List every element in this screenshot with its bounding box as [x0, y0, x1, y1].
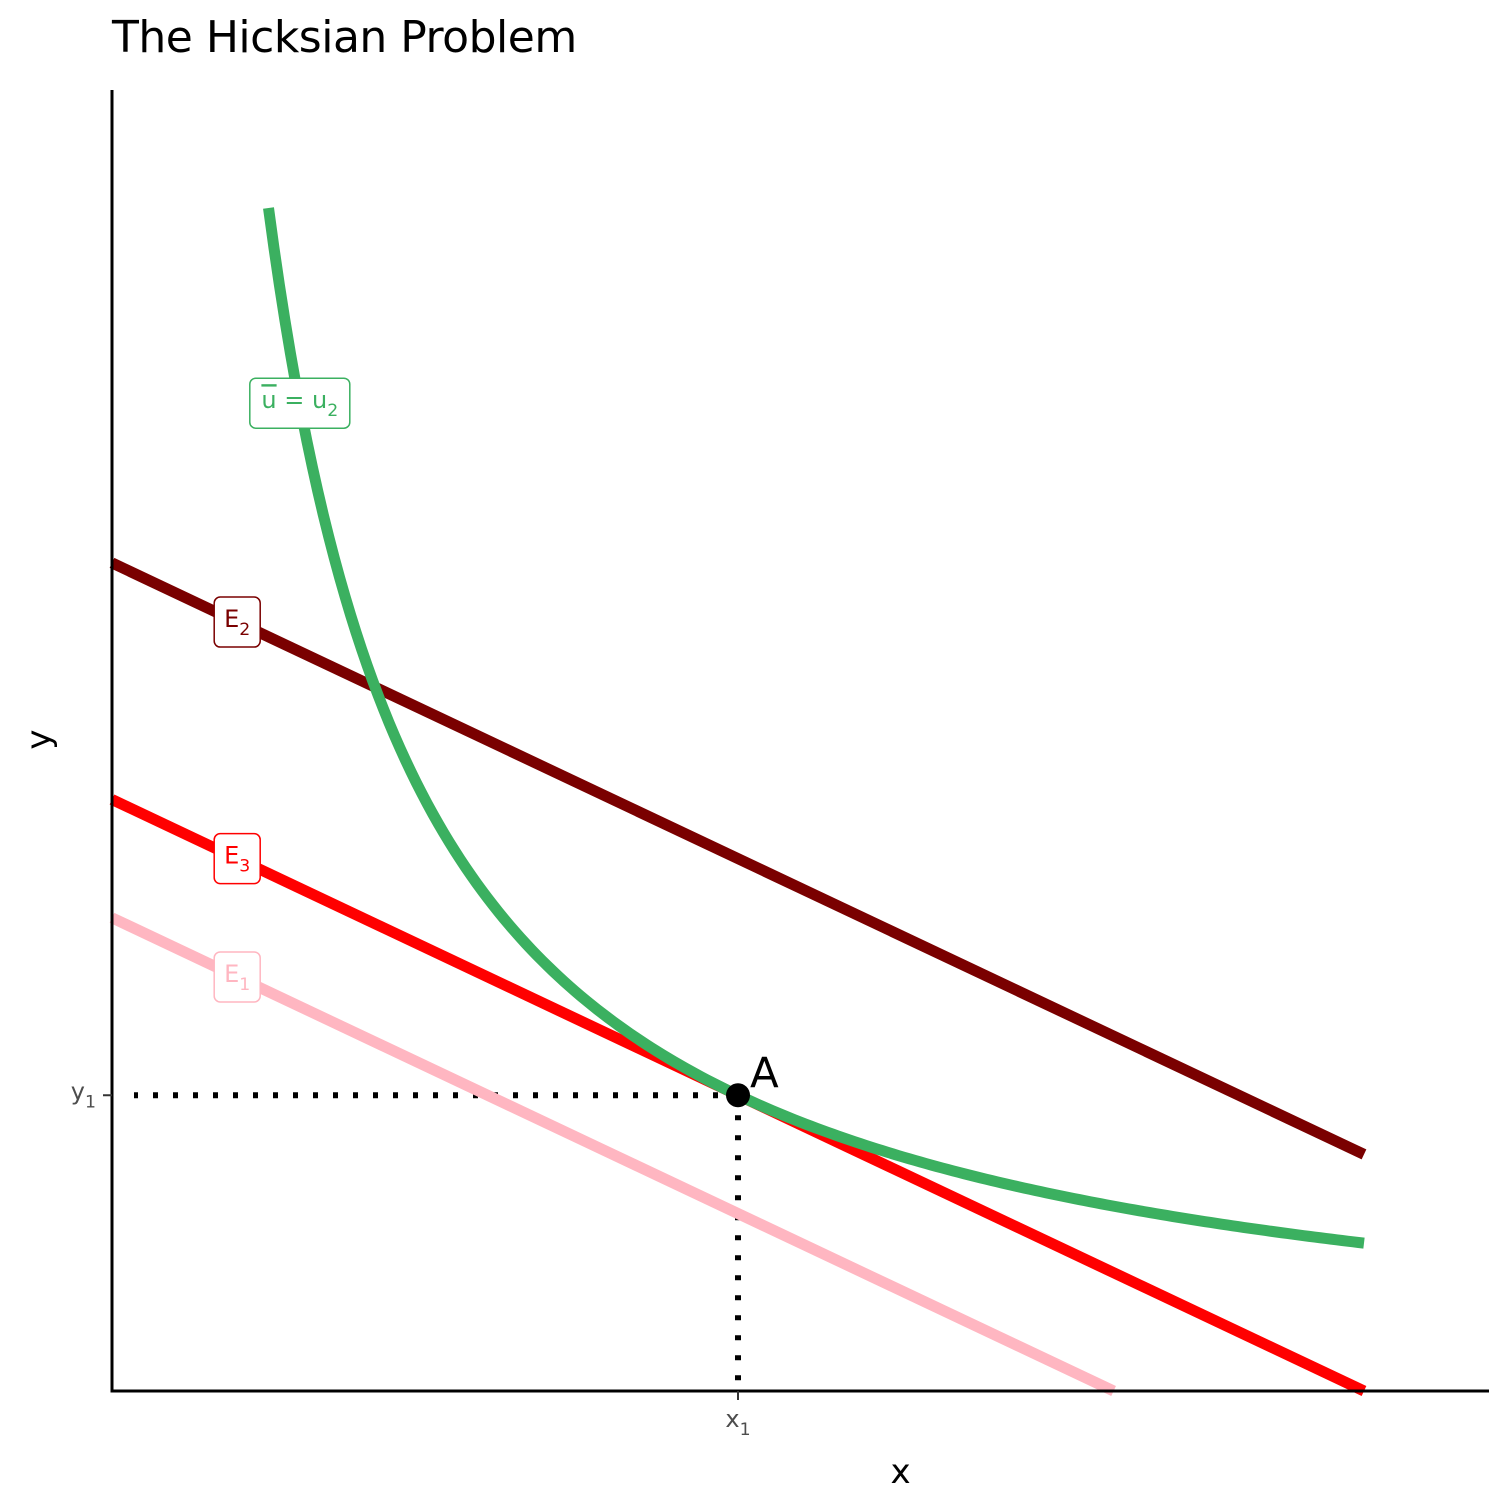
label-layer: u = u2 E2 E3 E1 — [213, 377, 351, 1003]
series-label-box — [213, 596, 261, 648]
axes — [110, 90, 1489, 1393]
series-label: E2 — [224, 605, 250, 640]
series-label: E3 — [224, 842, 250, 877]
series-label-box — [213, 832, 261, 885]
point-a-label: A — [750, 1048, 779, 1097]
x-tick-label: x1 — [725, 1405, 750, 1440]
series-label-box — [213, 951, 261, 1003]
point-layer: A — [726, 1048, 779, 1108]
y-axis-title: y — [19, 729, 59, 749]
tick-labels: x1 y1 — [71, 1077, 751, 1440]
series-label: E1 — [224, 960, 250, 995]
series-label-box — [249, 377, 351, 429]
y-tick-label: y1 — [71, 1077, 96, 1112]
guide-lines — [134, 1092, 741, 1391]
series-line-E1 — [109, 912, 1116, 1396]
chart-title: The Hicksian Problem — [112, 12, 577, 63]
series-label: u = u2 — [261, 386, 338, 421]
series-line-E2 — [109, 557, 1367, 1160]
point-a-marker — [726, 1083, 750, 1108]
indifference-curve — [263, 207, 1365, 1249]
x-axis-title: x — [890, 1452, 910, 1492]
